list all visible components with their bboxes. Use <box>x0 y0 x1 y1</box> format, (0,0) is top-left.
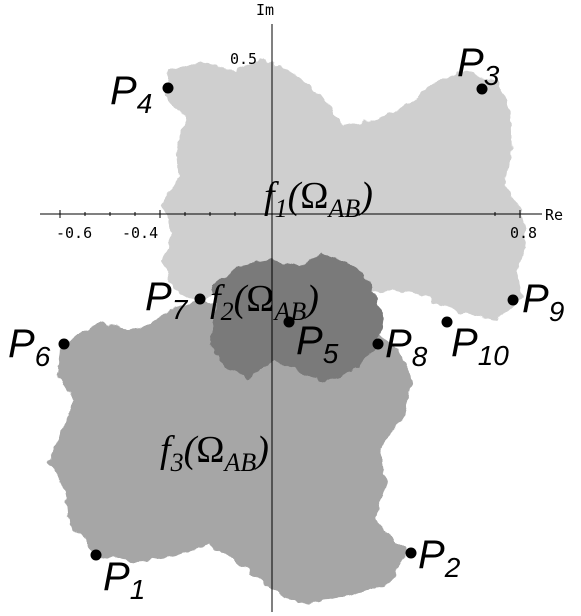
point-p10-dot <box>441 316 453 328</box>
point-p6-dot <box>58 338 70 350</box>
point-p3-label: P3 <box>457 41 500 91</box>
point-p5-label: P5 <box>296 319 339 369</box>
tick-label-neg-0-4: -0.4 <box>122 224 158 242</box>
point-p7-dot <box>194 293 206 305</box>
point-p3-dot <box>476 83 488 95</box>
point-p8-label: P8 <box>385 322 428 372</box>
point-p1-label: P1 <box>103 555 145 605</box>
re-axis-label: Re <box>545 206 563 224</box>
re-axis-ticks <box>59 210 521 218</box>
point-p2-label: P2 <box>418 533 461 583</box>
point-p9-label: P9 <box>522 277 564 327</box>
point-p9-dot <box>507 294 519 306</box>
region-f2-fractal <box>210 254 384 382</box>
points-layer <box>58 82 519 561</box>
region-f3-label: f3(ΩAB) <box>160 429 269 477</box>
point-p8-dot <box>372 338 384 350</box>
tick-label-0-8: 0.8 <box>510 224 537 242</box>
im-axis-label: Im <box>256 1 274 19</box>
tick-label-neg-0-6: -0.6 <box>56 224 92 242</box>
point-p5-dot <box>283 316 295 328</box>
point-p7-label: P7 <box>145 275 189 325</box>
point-p2-dot <box>405 547 417 559</box>
point-p6-label: P6 <box>8 322 51 372</box>
point-p4-dot <box>162 82 174 94</box>
region-f1-fractal <box>160 58 528 320</box>
point-p1-dot <box>90 549 102 561</box>
point-p4-label: P4 <box>110 69 152 119</box>
region-f1-label: f1(ΩAB) <box>264 175 373 223</box>
point-p10-label: P10 <box>451 321 509 371</box>
tick-label-0-5: 0.5 <box>230 50 257 68</box>
